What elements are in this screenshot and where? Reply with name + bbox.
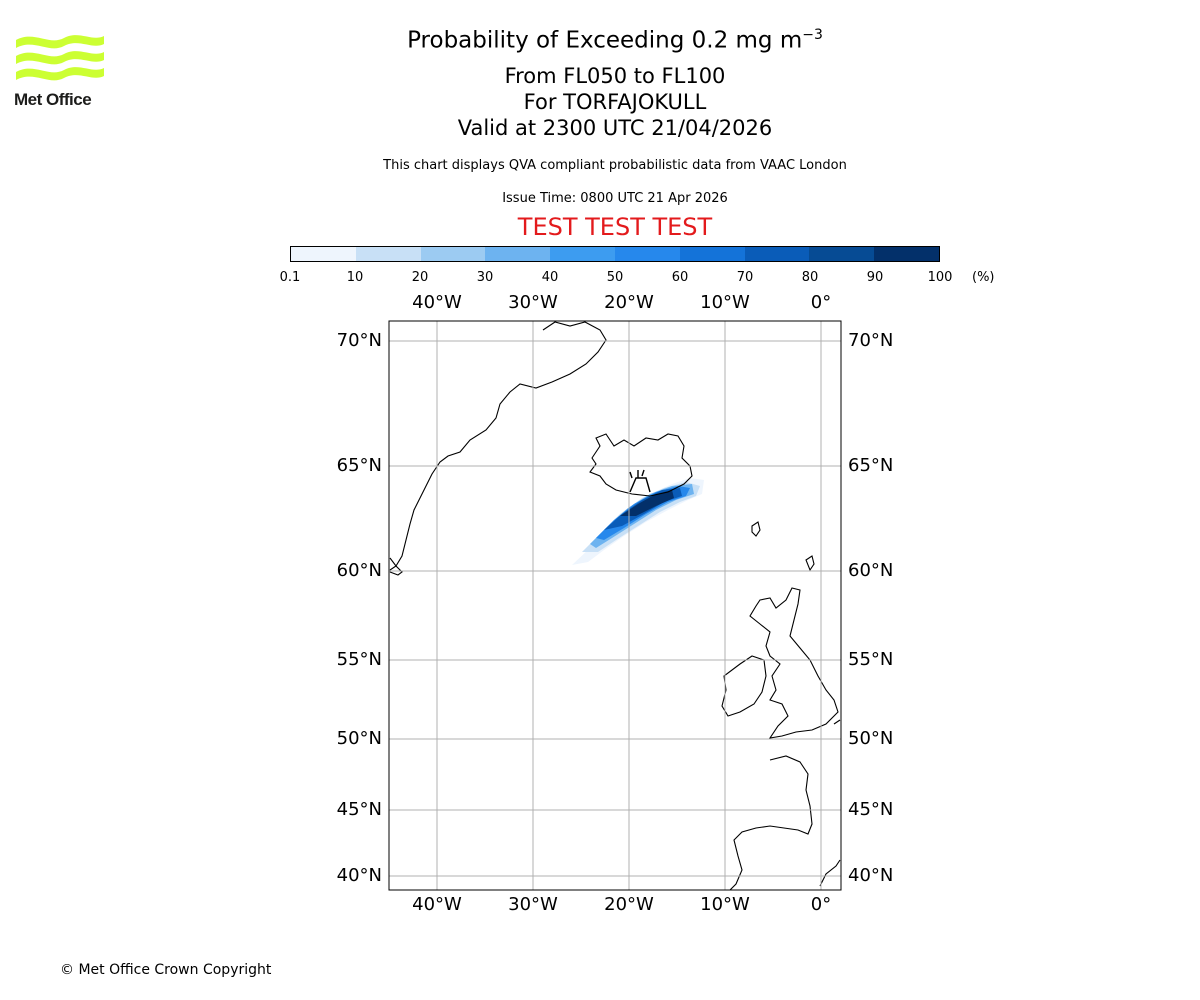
lon-label-bottom: 20°W [604, 894, 654, 915]
lat-label-right: 50°N [848, 728, 894, 749]
colorbar-segment [420, 247, 486, 261]
issue-time: Issue Time: 0800 UTC 21 Apr 2026 [502, 191, 728, 206]
colorbar-tick-label: 40 [541, 270, 559, 285]
lat-label-left: 55°N [336, 649, 382, 670]
colorbar-tick-label: 90 [866, 270, 884, 285]
logo-text: Met Office [14, 90, 92, 109]
colorbar-segment [614, 247, 680, 261]
lat-label-right: 45°N [848, 799, 894, 820]
lon-label-bottom: 40°W [412, 894, 462, 915]
met-office-logo [16, 35, 104, 81]
chart-title: Probability of Exceeding 0.2 mg m−3 [407, 27, 823, 54]
colorbar-tick-label: 50 [606, 270, 624, 285]
colorbar-segment [355, 247, 421, 261]
colorbar-tick-label: 70 [736, 270, 754, 285]
colorbar-tick-label: 100 [927, 270, 953, 285]
lon-label-top: 40°W [412, 292, 462, 313]
ash-plume [572, 478, 704, 565]
lon-label-top: 30°W [508, 292, 558, 313]
lon-label-bottom: 0° [810, 894, 832, 915]
lat-label-left: 60°N [336, 560, 382, 581]
lat-label-left: 45°N [336, 799, 382, 820]
lat-label-right: 60°N [848, 560, 894, 581]
colorbar-segment [679, 247, 745, 261]
colorbar-tick-label: 30 [476, 270, 494, 285]
lon-label-top: 0° [810, 292, 832, 313]
test-banner: TEST TEST TEST [517, 213, 713, 241]
valid-time: Valid at 2300 UTC 21/04/2026 [457, 116, 773, 140]
volcano-marker [629, 469, 651, 493]
lon-label-top: 10°W [700, 292, 750, 313]
colorbar-unit: (%) [972, 270, 995, 285]
flight-level-range: From FL050 to FL100 [504, 64, 726, 88]
lat-label-right: 70°N [848, 330, 894, 351]
lat-label-right: 40°N [848, 865, 894, 886]
colorbar-segment [550, 247, 615, 261]
lat-label-left: 70°N [336, 330, 382, 351]
lon-label-bottom: 10°W [700, 894, 750, 915]
colorbar-tick-label: 10 [346, 270, 364, 285]
colorbar-tick-label: 20 [411, 270, 429, 285]
colorbar-segment [485, 247, 551, 261]
lat-label-right: 65°N [848, 455, 894, 476]
colorbar-tick-label: 80 [801, 270, 819, 285]
coastlines [389, 321, 841, 891]
lon-label-bottom: 30°W [508, 894, 558, 915]
gridlines [389, 321, 841, 890]
colorbar-tick-label: 60 [671, 270, 689, 285]
copyright: © Met Office Crown Copyright [60, 962, 272, 978]
colorbar [290, 246, 940, 262]
colorbar-tick-label: 0.1 [279, 270, 301, 285]
volcano-name: For TORFAJOKULL [523, 90, 707, 114]
lat-label-left: 40°N [336, 865, 382, 886]
lat-label-left: 65°N [336, 455, 382, 476]
lat-label-right: 55°N [848, 649, 894, 670]
qva-note: This chart displays QVA compliant probab… [383, 158, 847, 173]
colorbar-segment [744, 247, 810, 261]
colorbar-segment [291, 247, 356, 261]
colorbar-segment [809, 247, 875, 261]
colorbar-segment [874, 247, 939, 261]
lat-label-left: 50°N [336, 728, 382, 749]
map-frame [388, 320, 842, 891]
lon-label-top: 20°W [604, 292, 654, 313]
